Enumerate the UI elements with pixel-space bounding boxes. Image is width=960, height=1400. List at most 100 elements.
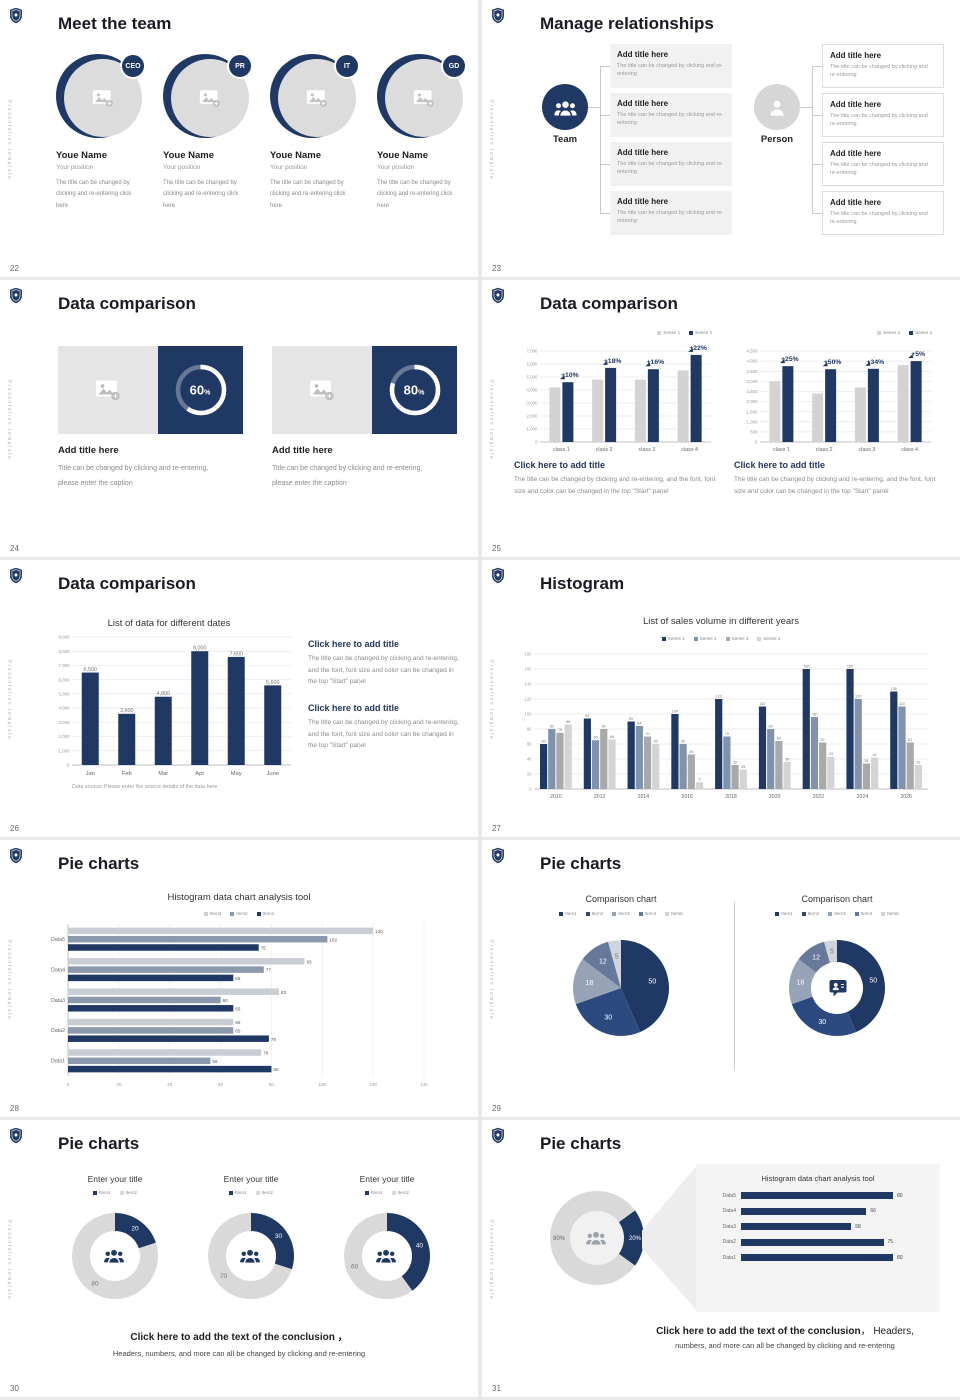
svg-text:4,500: 4,500 xyxy=(747,349,759,354)
sidebar-vertical-text: Presentation template xyxy=(488,940,494,1021)
svg-text:130: 130 xyxy=(891,687,897,691)
legend-item: Item5 xyxy=(881,911,899,916)
slide-29[interactable]: Presentation template Pie charts Compari… xyxy=(482,840,960,1117)
svg-text:8,000: 8,000 xyxy=(193,646,207,652)
svg-text:8,000: 8,000 xyxy=(59,649,71,654)
bar xyxy=(741,1223,852,1230)
connector-line xyxy=(813,213,822,214)
svg-text:3,000: 3,000 xyxy=(747,379,759,384)
team-member: IT Youe Name Your position The title can be… xyxy=(270,53,360,212)
slide-24[interactable]: Presentation template Data comparison 60… xyxy=(0,280,478,557)
legend-item: Series 2 xyxy=(689,330,712,335)
relationship-box: Add title here The title can be changed b… xyxy=(610,191,732,235)
chart-title: Histogram data chart analysis tool xyxy=(761,1174,875,1183)
slide-22[interactable]: Presentation template Meet the team CEO Y… xyxy=(0,0,478,277)
svg-text:160: 160 xyxy=(847,664,853,668)
chart-legend: Item3 Item2 Item1 xyxy=(0,909,478,918)
slide-26[interactable]: Presentation template Data comparison Li… xyxy=(0,560,478,837)
svg-text:2020: 2020 xyxy=(769,794,781,800)
page-number: 25 xyxy=(492,544,501,553)
chart-block: List of data for different dates 0 1,000 2… xyxy=(42,618,296,790)
pie-chart-panel: Comparison chart Item1 Item2 Item3 Item4 Ite… xyxy=(528,894,714,1061)
svg-text:80: 80 xyxy=(269,1082,275,1087)
svg-text:180: 180 xyxy=(525,652,533,657)
bar-category: Data2 xyxy=(722,1239,736,1245)
page-number: 29 xyxy=(492,1104,501,1113)
svg-text:80: 80 xyxy=(602,724,606,728)
team-label: Team xyxy=(552,134,578,145)
slide-25[interactable]: Presentation template Data comparison Se… xyxy=(482,280,960,557)
legend-swatch xyxy=(661,636,666,641)
legend-swatch xyxy=(559,911,564,916)
percent-ring-chart: 60% xyxy=(175,364,226,416)
role-badge: IT xyxy=(334,53,360,79)
box-title: Add title here xyxy=(830,198,882,207)
svg-text:+16%: +16% xyxy=(647,359,665,366)
legend-label: Item3 xyxy=(618,911,630,916)
legend-item: Series 2 xyxy=(909,330,932,335)
bar-row: Data4 66 xyxy=(710,1207,926,1215)
team-members-row: CEO Youe Name Your position The title can b… xyxy=(56,53,467,212)
legend-item: Item1 xyxy=(775,911,793,916)
svg-text:class 2: class 2 xyxy=(816,447,833,453)
svg-text:40: 40 xyxy=(167,1082,173,1087)
legend-label: Series 1 xyxy=(667,636,685,641)
svg-text:2016: 2016 xyxy=(681,794,693,800)
block-title: Click here to add title xyxy=(308,703,400,714)
card-caption: Title can be changed by clicking and re-… xyxy=(272,465,423,487)
svg-text:Mar: Mar xyxy=(158,771,168,777)
slide-28[interactable]: Presentation template Pie charts Histogr… xyxy=(0,840,478,1117)
page-number: 22 xyxy=(10,264,19,273)
legend-label: Item1 xyxy=(781,911,793,916)
legend-label: Item2 xyxy=(807,911,820,916)
svg-text:120: 120 xyxy=(375,929,383,934)
svg-text:18: 18 xyxy=(797,979,805,986)
svg-text:62: 62 xyxy=(908,738,912,742)
slide-30[interactable]: Presentation template Pie charts Enter y… xyxy=(0,1120,478,1397)
relationship-box: Add title here The title can be changed b… xyxy=(610,44,732,88)
svg-text:Data1: Data1 xyxy=(51,1059,65,1065)
legend-label: Item2 xyxy=(125,1190,138,1195)
sidebar-vertical-text: Presentation template xyxy=(6,380,12,461)
slide-23[interactable]: Presentation template Manage relationshi… xyxy=(482,0,960,277)
legend-item: Item1 xyxy=(229,1190,247,1195)
slide-31[interactable]: Presentation template Pie charts 20% 80% … xyxy=(482,1120,960,1397)
svg-text:6,000: 6,000 xyxy=(527,362,539,367)
member-position: Your position xyxy=(163,164,201,171)
box-text: The title can be changed by clicking and… xyxy=(617,160,724,176)
connector-line xyxy=(812,66,813,214)
card-title: Add title here xyxy=(58,445,119,456)
bar-row: Data3 58 xyxy=(710,1223,926,1230)
legend-swatch xyxy=(881,911,886,916)
svg-text:6,000: 6,000 xyxy=(59,677,71,682)
svg-text:100: 100 xyxy=(672,709,678,713)
block-title: Click here to add title xyxy=(734,460,826,470)
svg-text:70: 70 xyxy=(725,732,729,736)
legend-swatch xyxy=(230,911,235,916)
svg-text:56: 56 xyxy=(212,1059,218,1064)
donut-chart: 30 70 xyxy=(208,1213,295,1299)
svg-text:2012: 2012 xyxy=(594,794,606,800)
legend-item: Item5 xyxy=(665,911,683,916)
box-title: Add title here xyxy=(830,51,882,60)
slide-title: Pie charts xyxy=(540,854,622,873)
svg-text:42: 42 xyxy=(873,753,877,757)
legend-swatch xyxy=(93,1190,97,1195)
member-name: Youe Name xyxy=(56,150,108,161)
legend-item: Series 1 xyxy=(657,330,680,335)
legend-item: Item2 xyxy=(801,911,820,916)
legend-swatch xyxy=(693,636,698,641)
svg-text:20%: 20% xyxy=(629,1236,642,1242)
legend-item: Item1 xyxy=(559,911,577,916)
sidebar-vertical-text: Presentation template xyxy=(6,940,12,1021)
svg-text:20: 20 xyxy=(116,1082,122,1087)
svg-text:110: 110 xyxy=(759,702,765,706)
slide-27[interactable]: Presentation template Histogram List of … xyxy=(482,560,960,837)
legend-item: Item4 xyxy=(854,911,872,916)
svg-text:3,600: 3,600 xyxy=(120,708,134,714)
bar-value: 80 xyxy=(897,1254,903,1261)
chart-legend: Series 1 Series 2 xyxy=(514,328,716,337)
svg-text:96: 96 xyxy=(812,712,816,716)
svg-text:Data2: Data2 xyxy=(51,1028,65,1034)
legend-item: Item3 xyxy=(828,911,846,916)
